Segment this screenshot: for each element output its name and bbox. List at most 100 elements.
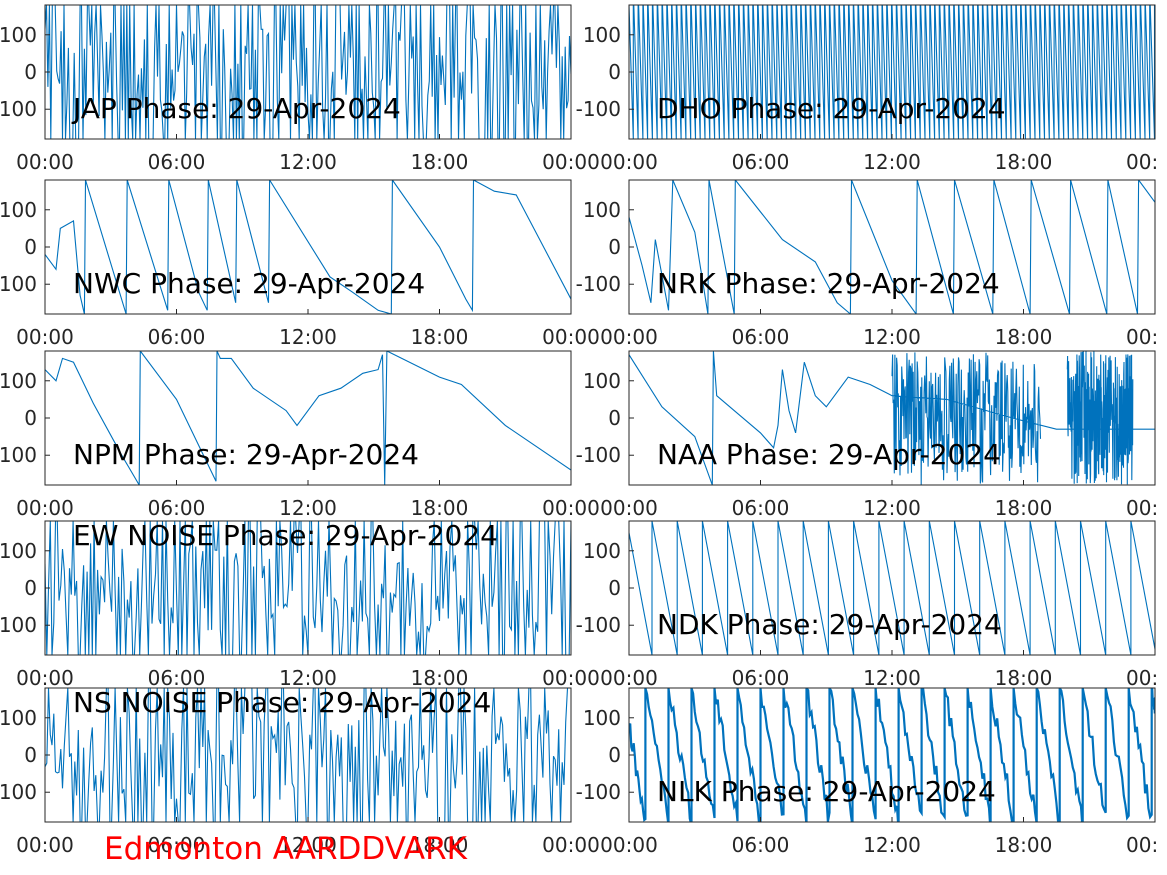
ndk-xtick-label: 00: bbox=[1126, 666, 1158, 690]
naa-ytick-label: -100 bbox=[576, 443, 621, 467]
nwc-xtick-label: 06:00 bbox=[148, 325, 206, 349]
nlk-ytick-label: 0 bbox=[608, 743, 621, 767]
nwc-panel-title: NWC Phase: 29-Apr-2024 bbox=[73, 267, 425, 300]
jap-xtick-label: 18:00 bbox=[411, 150, 469, 174]
ns-noise-panel-title: NS NOISE Phase: 29-Apr-2024 bbox=[73, 686, 491, 719]
npm-ytick-label: 100 bbox=[0, 369, 37, 393]
dho-xtick-label: 12:00 bbox=[863, 150, 921, 174]
jap-panel-title: JAP Phase: 29-Apr-2024 bbox=[71, 92, 401, 125]
ew-noise-xtick-label: 06:00 bbox=[148, 666, 206, 690]
naa-panel-title: NAA Phase: 29-Apr-2024 bbox=[657, 438, 1001, 471]
nrk-xtick-label: 06:00 bbox=[732, 325, 790, 349]
ew-noise-ytick-label: 100 bbox=[0, 539, 37, 563]
nlk-panel-title: NLK Phase: 29-Apr-2024 bbox=[657, 775, 996, 808]
ndk-ytick-label: 100 bbox=[583, 539, 621, 563]
nlk-ytick-label: -100 bbox=[576, 780, 621, 804]
nwc-ytick-label: 0 bbox=[24, 235, 37, 259]
nlk-xtick-label: 00: bbox=[1126, 833, 1158, 857]
jap-xtick-label: 06:00 bbox=[148, 150, 206, 174]
nwc-xtick-label: 00:00 bbox=[542, 325, 600, 349]
npm-xtick-label: 00:00 bbox=[542, 496, 600, 520]
nlk-ytick-label: 100 bbox=[583, 706, 621, 730]
nrk-ytick-label: -100 bbox=[576, 272, 621, 296]
npm-ytick-label: 100 bbox=[0, 443, 37, 467]
ns-noise-ytick-label: 0 bbox=[24, 743, 37, 767]
ns-noise-xtick-label: 00:00 bbox=[16, 833, 74, 857]
ndk-xtick-label: 06:00 bbox=[732, 666, 790, 690]
chart-panel-ew-noise: 100 0 100 00:00 06:00 12:00 18:00 00:00 EW NOISE… bbox=[0, 519, 600, 690]
dho-xtick-label: 18:00 bbox=[995, 150, 1053, 174]
nwc-xtick-label: 18:00 bbox=[411, 325, 469, 349]
jap-ytick-label: 0 bbox=[24, 60, 37, 84]
dho-ytick-label: -100 bbox=[576, 97, 621, 121]
naa-ytick-label: 0 bbox=[608, 406, 621, 430]
ew-noise-xtick-label: 00:00 bbox=[542, 666, 600, 690]
nrk-panel-title: NRK Phase: 29-Apr-2024 bbox=[657, 267, 1000, 300]
npm-xtick-label: 12:00 bbox=[279, 496, 337, 520]
chart-panel-nrk: 100 0 -100 00:00 06:00 12:00 18:00 00: NRK Phase… bbox=[576, 179, 1158, 349]
naa-xtick-label: 00:00 bbox=[600, 496, 658, 520]
naa-xtick-label: 00: bbox=[1126, 496, 1158, 520]
naa-series-line bbox=[629, 351, 1155, 485]
nwc-xtick-label: 00:00 bbox=[16, 325, 74, 349]
ew-noise-ytick-label: 0 bbox=[24, 576, 37, 600]
nlk-series-line bbox=[629, 688, 1155, 822]
nlk-xtick-label: 06:00 bbox=[732, 833, 790, 857]
ns-noise-xtick-label: 00:00 bbox=[542, 833, 600, 857]
npm-xtick-label: 00:00 bbox=[16, 496, 74, 520]
ndk-ytick-label: -100 bbox=[576, 613, 621, 637]
nrk-xtick-label: 18:00 bbox=[995, 325, 1053, 349]
nwc-ytick-label: 100 bbox=[0, 272, 37, 296]
nrk-ytick-label: 0 bbox=[608, 235, 621, 259]
naa-ytick-label: 100 bbox=[583, 369, 621, 393]
jap-series-line bbox=[45, 5, 571, 139]
chart-panel-npm: 100 0 100 00:00 06:00 12:00 18:00 00:00 NPM Phas… bbox=[0, 350, 600, 520]
ndk-series-line bbox=[629, 521, 1155, 655]
jap-xtick-label: 00:00 bbox=[542, 150, 600, 174]
naa-xtick-label: 18:00 bbox=[995, 496, 1053, 520]
chart-panel-nlk: 100 0 -100 00:00 06:00 12:00 18:00 00: NLK Phase… bbox=[576, 687, 1158, 857]
jap-xtick-label: 12:00 bbox=[279, 150, 337, 174]
npm-ytick-label: 0 bbox=[24, 406, 37, 430]
ndk-xtick-label: 12:00 bbox=[863, 666, 921, 690]
npm-xtick-label: 06:00 bbox=[148, 496, 206, 520]
ew-noise-ytick-label: 100 bbox=[0, 613, 37, 637]
nwc-xtick-label: 12:00 bbox=[279, 325, 337, 349]
ew-noise-xtick-label: 18:00 bbox=[411, 666, 469, 690]
npm-series-line bbox=[45, 351, 571, 485]
ns-noise-ytick-label: 100 bbox=[0, 706, 37, 730]
nlk-xtick-label: 00:00 bbox=[600, 833, 658, 857]
ns-noise-ytick-label: 100 bbox=[0, 780, 37, 804]
chart-panel-ns-noise: 100 0 100 00:00 06:00 12:00 18:00 00:00 NS NOISE… bbox=[0, 686, 600, 857]
nrk-xtick-label: 12:00 bbox=[863, 325, 921, 349]
chart-panel-dho: 100 0 -100 00:00 06:00 12:00 18:00 00: DHO Phase… bbox=[576, 4, 1158, 174]
ns-noise-xtick-label: 12:00 bbox=[279, 833, 337, 857]
chart-panel-ndk: 100 0 -100 00:00 06:00 12:00 18:00 00: NDK Phase… bbox=[576, 520, 1158, 690]
nlk-xtick-label: 18:00 bbox=[995, 833, 1053, 857]
ew-noise-xtick-label: 12:00 bbox=[279, 666, 337, 690]
chart-panel-nwc: 100 0 100 00:00 06:00 12:00 18:00 00:00 NWC Phas… bbox=[0, 179, 600, 349]
dho-xtick-label: 00: bbox=[1126, 150, 1158, 174]
nwc-ytick-label: 100 bbox=[0, 198, 37, 222]
ndk-ytick-label: 0 bbox=[608, 576, 621, 600]
ew-noise-xtick-label: 00:00 bbox=[16, 666, 74, 690]
ns-noise-xtick-label: 06:00 bbox=[148, 833, 206, 857]
jap-xtick-label: 00:00 bbox=[16, 150, 74, 174]
npm-xtick-label: 18:00 bbox=[411, 496, 469, 520]
naa-xtick-label: 06:00 bbox=[732, 496, 790, 520]
dho-panel-title: DHO Phase: 29-Apr-2024 bbox=[657, 92, 1006, 125]
ndk-panel-title: NDK Phase: 29-Apr-2024 bbox=[657, 608, 1002, 641]
npm-panel-title: NPM Phase: 29-Apr-2024 bbox=[73, 438, 419, 471]
chart-panel-jap: 100 0 100 00:00 06:00 12:00 18:00 00:00 JAP Phas… bbox=[0, 4, 600, 174]
footer-title: Edmonton AARDDVARK bbox=[104, 831, 468, 867]
naa-xtick-label: 12:00 bbox=[863, 496, 921, 520]
nrk-series-line bbox=[629, 180, 1155, 314]
nlk-xtick-label: 12:00 bbox=[863, 833, 921, 857]
dho-ytick-label: 0 bbox=[608, 60, 621, 84]
nrk-ytick-label: 100 bbox=[583, 198, 621, 222]
nwc-series-line bbox=[45, 180, 571, 314]
jap-ytick-label: 100 bbox=[0, 97, 37, 121]
nrk-xtick-label: 00:00 bbox=[600, 325, 658, 349]
nrk-xtick-label: 00: bbox=[1126, 325, 1158, 349]
